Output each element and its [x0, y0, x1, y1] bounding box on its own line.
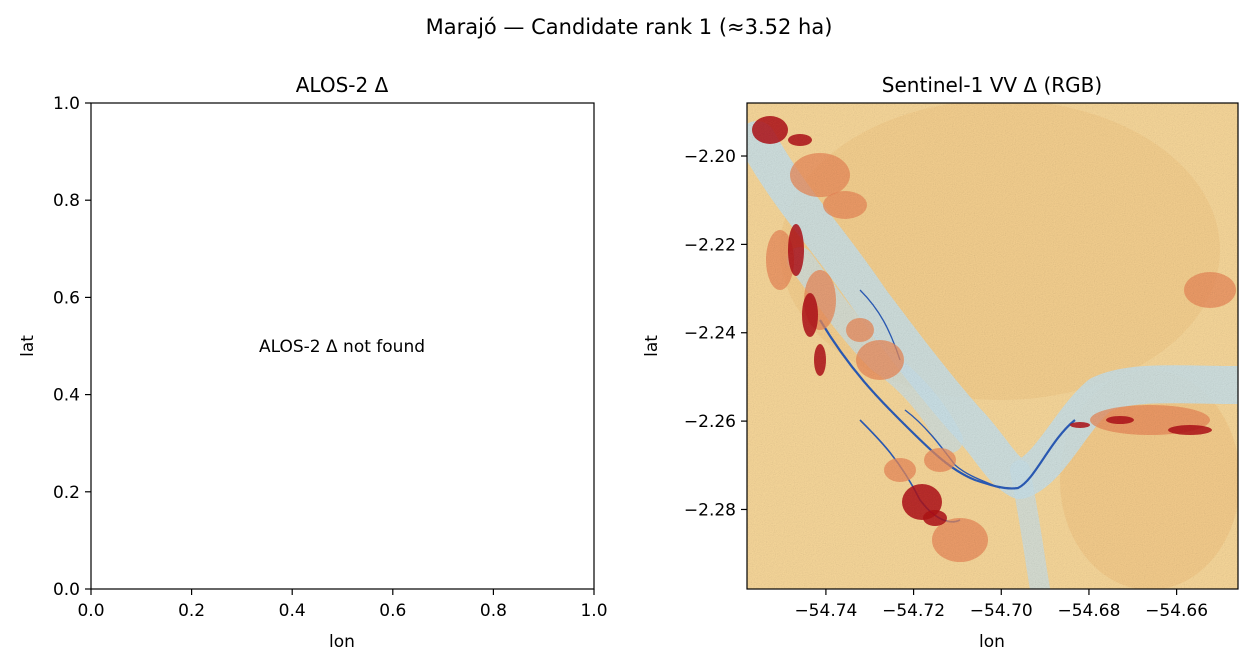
alos2-x-axis-label: lon	[329, 632, 355, 652]
sentinel1-panel: Sentinel-1 VV Δ (RGB)	[642, 73, 1239, 652]
alos2-y-tick-label: 1.0	[53, 94, 80, 114]
alos2-y-tick-label: 0.4	[53, 386, 80, 406]
sentinel1-panel-title: Sentinel-1 VV Δ (RGB)	[882, 73, 1102, 97]
alos2-plot-area	[90, 102, 595, 590]
sentinel1-x-tick-label: −54.74	[794, 601, 857, 621]
sentinel1-y-tick-label: −2.20	[684, 147, 736, 167]
alos2-panel-title: ALOS-2 Δ	[296, 73, 389, 97]
alos2-x-tick-label: 1.0	[580, 601, 607, 621]
alos2-not-found-annotation: ALOS-2 Δ not found	[259, 337, 425, 357]
sentinel1-y-axis-label: lat	[642, 335, 662, 357]
sentinel1-x-tick-label: −54.68	[1057, 601, 1120, 621]
alos2-x-tick-label: 0.4	[279, 601, 306, 621]
sentinel1-y-tick-label: −2.22	[684, 235, 736, 255]
alos2-panel: ALOS-2 Δ 0.0 0.2 0.4 0.6 0.8 1.0 0.0 0.2 0.4 0.6…	[18, 73, 608, 652]
alos2-x-tick-label: 0.6	[379, 601, 406, 621]
sentinel1-y-tick-label: −2.24	[684, 324, 736, 344]
alos2-y-tick-label: 0.2	[53, 483, 80, 503]
sentinel1-plot-frame	[746, 102, 1239, 590]
alos2-y-tick-label: 0.0	[53, 580, 80, 600]
sentinel1-y-tick-label: −2.26	[684, 412, 736, 432]
alos2-x-tick-label: 0.0	[77, 601, 104, 621]
figure-title: Marajó — Candidate rank 1 (≈3.52 ha)	[426, 15, 833, 39]
alos2-x-tick-label: 0.8	[480, 601, 507, 621]
alos2-y-axis-label: lat	[18, 335, 38, 357]
alos2-y-tick-label: 0.6	[53, 288, 80, 308]
sentinel1-vv-delta-image	[747, 103, 1238, 589]
sentinel1-x-tick-label: −54.72	[882, 601, 945, 621]
sentinel1-x-axis-label: lon	[979, 632, 1005, 652]
alos2-y-tick-label: 0.8	[53, 191, 80, 211]
alos2-x-tick-label: 0.2	[178, 601, 205, 621]
sentinel1-x-tick-label: −54.70	[970, 601, 1033, 621]
sentinel1-y-tick-label: −2.28	[684, 500, 736, 520]
sentinel1-x-tick-label: −54.66	[1145, 601, 1208, 621]
